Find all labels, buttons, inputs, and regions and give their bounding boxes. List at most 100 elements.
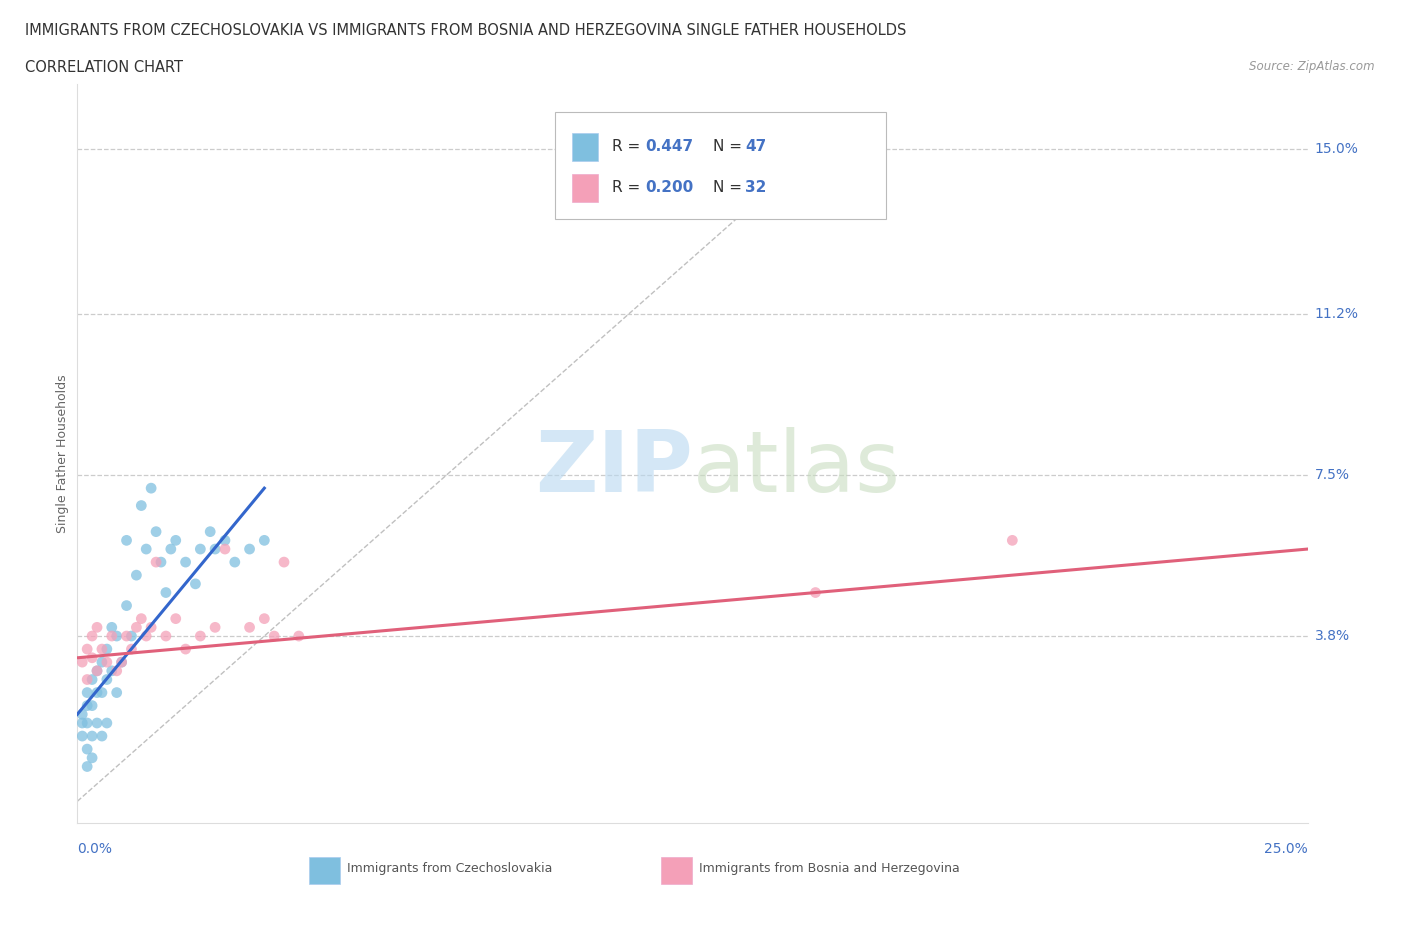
Point bbox=[160, 541, 183, 556]
Point bbox=[150, 554, 173, 569]
Point bbox=[115, 598, 138, 613]
Point bbox=[86, 663, 108, 678]
Point bbox=[253, 611, 276, 626]
Point bbox=[804, 585, 827, 600]
Point bbox=[204, 620, 226, 635]
Point bbox=[105, 663, 128, 678]
Point bbox=[86, 663, 108, 678]
Point bbox=[90, 642, 114, 657]
Point bbox=[76, 685, 98, 700]
Point bbox=[121, 642, 143, 657]
Point bbox=[111, 655, 132, 670]
Point bbox=[239, 620, 262, 635]
Point bbox=[70, 707, 93, 722]
Text: ZIP: ZIP bbox=[534, 427, 693, 510]
Point bbox=[101, 663, 124, 678]
Point bbox=[155, 629, 177, 644]
Point bbox=[76, 672, 98, 687]
Point bbox=[70, 715, 93, 730]
Point bbox=[105, 685, 128, 700]
Point bbox=[76, 759, 98, 774]
Text: 3.8%: 3.8% bbox=[1315, 629, 1350, 643]
Point bbox=[90, 728, 114, 743]
Point bbox=[90, 655, 114, 670]
Point bbox=[214, 541, 236, 556]
Point bbox=[86, 715, 108, 730]
Point bbox=[82, 751, 104, 765]
Point bbox=[184, 577, 207, 591]
Point bbox=[76, 642, 98, 657]
Point bbox=[115, 533, 138, 548]
Text: Immigrants from Bosnia and Herzegovina: Immigrants from Bosnia and Herzegovina bbox=[699, 862, 959, 875]
Point bbox=[82, 672, 104, 687]
Text: 47: 47 bbox=[745, 140, 766, 154]
Point bbox=[155, 585, 177, 600]
Text: CORRELATION CHART: CORRELATION CHART bbox=[25, 60, 183, 75]
Point bbox=[96, 672, 118, 687]
Point bbox=[188, 629, 212, 644]
Point bbox=[141, 620, 163, 635]
Point bbox=[174, 642, 197, 657]
Point bbox=[145, 525, 167, 539]
Point bbox=[239, 541, 262, 556]
Point bbox=[204, 541, 226, 556]
Text: IMMIGRANTS FROM CZECHOSLOVAKIA VS IMMIGRANTS FROM BOSNIA AND HERZEGOVINA SINGLE : IMMIGRANTS FROM CZECHOSLOVAKIA VS IMMIGR… bbox=[25, 23, 907, 38]
Point bbox=[70, 728, 93, 743]
Point bbox=[76, 742, 98, 757]
Point bbox=[101, 620, 124, 635]
Point bbox=[101, 629, 124, 644]
Point bbox=[96, 715, 118, 730]
Point bbox=[129, 498, 153, 513]
Point bbox=[214, 533, 236, 548]
Text: 0.200: 0.200 bbox=[645, 180, 693, 195]
Point bbox=[125, 620, 148, 635]
Text: N =: N = bbox=[713, 180, 747, 195]
Point bbox=[96, 655, 118, 670]
Point bbox=[86, 685, 108, 700]
Point bbox=[82, 728, 104, 743]
Point bbox=[129, 611, 153, 626]
Point bbox=[288, 629, 311, 644]
Point bbox=[76, 715, 98, 730]
Point bbox=[145, 554, 167, 569]
Point bbox=[105, 629, 128, 644]
Point bbox=[273, 554, 295, 569]
Point bbox=[135, 629, 157, 644]
Text: 25.0%: 25.0% bbox=[1264, 842, 1308, 856]
Text: 7.5%: 7.5% bbox=[1315, 468, 1350, 482]
Point bbox=[82, 650, 104, 665]
Point bbox=[82, 629, 104, 644]
Text: N =: N = bbox=[713, 140, 747, 154]
Point bbox=[200, 525, 222, 539]
Text: 32: 32 bbox=[745, 180, 766, 195]
Text: Immigrants from Czechoslovakia: Immigrants from Czechoslovakia bbox=[347, 862, 553, 875]
Point bbox=[165, 533, 187, 548]
Point bbox=[90, 685, 114, 700]
Point bbox=[82, 698, 104, 713]
Point bbox=[70, 655, 93, 670]
Point bbox=[125, 567, 148, 582]
Point bbox=[111, 655, 132, 670]
Text: 15.0%: 15.0% bbox=[1315, 142, 1358, 156]
Text: atlas: atlas bbox=[693, 427, 900, 510]
Text: R =: R = bbox=[612, 180, 645, 195]
Point bbox=[253, 533, 276, 548]
Point bbox=[141, 481, 163, 496]
Point bbox=[76, 698, 98, 713]
Point bbox=[188, 541, 212, 556]
Text: Source: ZipAtlas.com: Source: ZipAtlas.com bbox=[1250, 60, 1375, 73]
Point bbox=[135, 541, 157, 556]
Point bbox=[263, 629, 285, 644]
Text: 11.2%: 11.2% bbox=[1315, 307, 1358, 321]
Point bbox=[96, 642, 118, 657]
Y-axis label: Single Father Households: Single Father Households bbox=[56, 374, 69, 533]
Point bbox=[165, 611, 187, 626]
Text: 0.447: 0.447 bbox=[645, 140, 693, 154]
Point bbox=[224, 554, 246, 569]
Point bbox=[115, 629, 138, 644]
Point bbox=[1001, 533, 1024, 548]
Text: R =: R = bbox=[612, 140, 645, 154]
Text: 0.0%: 0.0% bbox=[77, 842, 112, 856]
Point bbox=[174, 554, 197, 569]
Point bbox=[121, 629, 143, 644]
